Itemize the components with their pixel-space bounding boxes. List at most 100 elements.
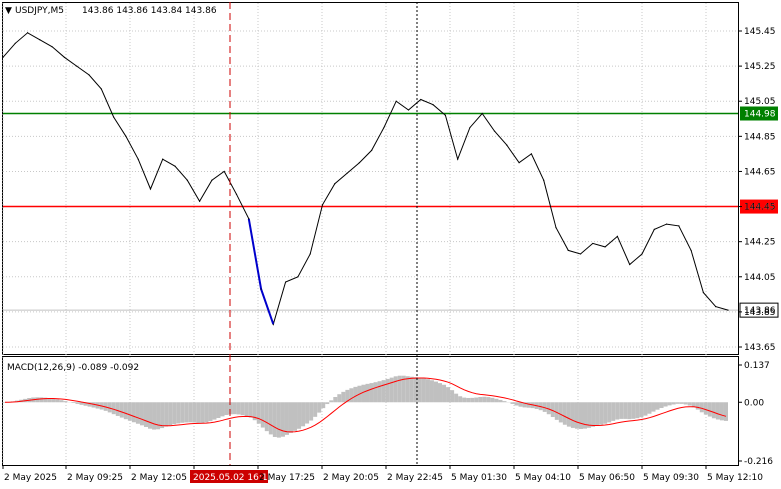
macd-histogram-bar (442, 384, 447, 403)
price-point (297, 276, 299, 278)
macd-signal-line (4, 377, 727, 433)
price-point (653, 228, 655, 230)
macd-histogram-bar (152, 402, 157, 430)
macd-histogram-bar (373, 382, 378, 403)
price-point (530, 153, 532, 155)
macd-histogram-bar (421, 378, 426, 403)
price-point (272, 323, 274, 325)
macd-histogram-bar (562, 402, 567, 425)
macd-histogram-bar (79, 402, 84, 405)
price-point (162, 158, 164, 160)
macd-histogram-bar (393, 376, 398, 403)
macd-histogram-bar (599, 402, 604, 425)
macd-histogram-bar (542, 402, 547, 412)
macd-histogram-bar (333, 397, 338, 403)
macd-histogram-bar (446, 387, 451, 403)
macd-histogram-bar (321, 402, 326, 409)
macd-histogram-bar (417, 377, 422, 403)
macd-histogram-bar (643, 402, 648, 416)
macd-histogram-bar (647, 402, 652, 414)
macd-histogram-bar (349, 388, 354, 403)
macd-histogram-bar (679, 402, 684, 404)
macd-histogram-bar (240, 402, 245, 416)
macd-histogram-bar (385, 378, 390, 403)
macd-histogram-bar (663, 402, 668, 407)
price-line (2, 32, 729, 326)
macd-histogram-bar (554, 402, 559, 420)
time-axis: 2 May 2025 2 May 09:25 2 May 12:05 2025.05.… (2, 465, 763, 483)
main-chart-frame (2, 2, 739, 355)
price-point (604, 246, 606, 248)
macd-histogram-bar (474, 397, 479, 403)
macd-histogram-bar (325, 402, 330, 405)
price-point (481, 112, 483, 115)
price-point (149, 188, 152, 190)
price-point (493, 130, 496, 132)
macd-histogram-bar (131, 402, 136, 423)
level-badge-resistance (740, 106, 778, 121)
macd-histogram-bar (71, 402, 76, 403)
macd-histogram-bar (510, 402, 515, 404)
macd-histogram-bar (587, 402, 592, 428)
price-point (26, 32, 29, 34)
macd-histogram-bar (433, 381, 438, 403)
macd-histogram-bar (635, 402, 640, 419)
macd-histogram-bar (301, 402, 306, 427)
macd-scale-label: -0.216 (744, 457, 773, 467)
macd-histogram-bar (184, 402, 189, 423)
macd-histogram-bar (39, 397, 44, 403)
macd-scale-label: 0.137 (744, 361, 770, 371)
price-tick-label: 145.25 (744, 62, 776, 72)
price-point (678, 225, 680, 227)
macd-histogram-bar (236, 402, 241, 415)
macd-histogram-bar (526, 402, 531, 408)
price-point (702, 291, 705, 294)
macd-histogram-bar (260, 402, 265, 428)
macd-histogram-bar (438, 383, 443, 403)
macd-histogram-bar (196, 402, 201, 423)
chart-menu-icon[interactable]: ▼ (5, 6, 12, 16)
price-point (51, 46, 53, 48)
price-point (137, 158, 139, 160)
macd-histogram-bar (305, 402, 310, 424)
macd-histogram-bar (51, 398, 56, 403)
price-point (2, 56, 4, 58)
price-point (641, 253, 643, 255)
macd-histogram-bar (220, 402, 225, 417)
macd-histogram-bar (111, 402, 116, 415)
macd-histogram-bar (369, 383, 374, 403)
macd-histogram-bar (107, 402, 112, 413)
macd-histogram-bar (268, 402, 273, 435)
macd-histogram-bar (522, 402, 527, 408)
macd-histogram-bar (204, 402, 209, 423)
time-tick-label: 5 May 01:30 (451, 473, 507, 483)
price-point (14, 42, 16, 44)
macd-histogram-bar (425, 379, 430, 403)
macd-histogram-bar (490, 397, 495, 403)
price-point (555, 227, 557, 229)
macd-histogram-bar (288, 402, 293, 433)
price-point (457, 158, 459, 160)
macd-histogram-bar (297, 402, 302, 429)
price-tick-label: 144.05 (744, 273, 776, 283)
price-point (223, 170, 225, 173)
macd-histogram-bar (75, 402, 80, 404)
macd-histogram-bar (341, 391, 346, 403)
macd-histogram-bar (627, 402, 632, 420)
macd-histogram-bar (454, 393, 459, 403)
time-tick-label: 2 May 12:05 (131, 473, 187, 483)
macd-histogram-bar (284, 402, 289, 435)
macd-histogram-bar (176, 402, 181, 424)
level-label-resistance: 144.98 (744, 110, 776, 120)
macd-histogram-bar (248, 402, 253, 418)
macd-histogram-bar (180, 402, 185, 423)
macd-histogram-bar (405, 376, 410, 403)
macd-histogram-bar (148, 402, 153, 429)
ohlc-label: 143.86 143.86 143.84 143.86 (82, 6, 217, 16)
macd-histogram-bar (160, 402, 165, 429)
macd-histogram-bar (603, 402, 608, 424)
price-point (125, 135, 127, 137)
price-axis: 145.45 145.25 145.05 144.85 144.65 144.45 144.… (738, 27, 776, 353)
macd-histogram-bar (518, 402, 523, 407)
